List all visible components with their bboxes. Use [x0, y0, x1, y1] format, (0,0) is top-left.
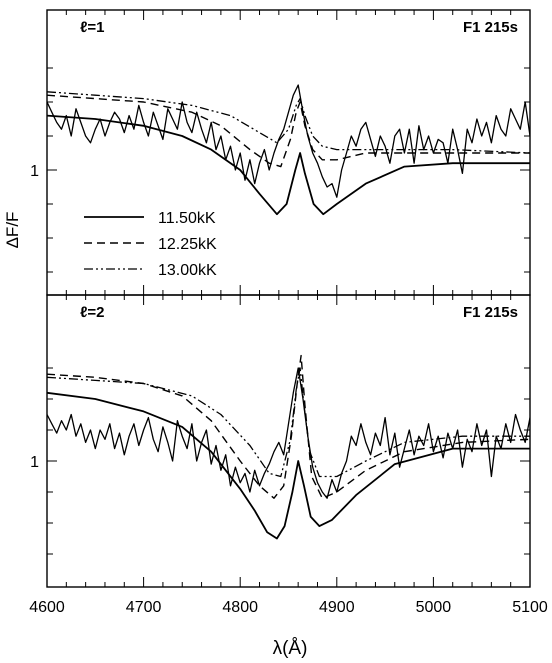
y-tick-label: 1 — [30, 163, 39, 180]
panel-mode-label: ℓ=1 — [80, 19, 104, 36]
legend-entry-label: 12.25kK — [158, 236, 217, 253]
x-tick-label: 4900 — [319, 599, 355, 616]
x-tick-label: 5100 — [512, 599, 548, 616]
x-tick-label: 4800 — [222, 599, 258, 616]
series-line-observed — [47, 367, 530, 499]
y-axis-label: ΔF/F — [3, 212, 22, 249]
x-tick-label: 5000 — [416, 599, 452, 616]
series-line-13-00kk — [47, 91, 530, 154]
x-axis-label: λ(Å) — [273, 638, 308, 659]
panel-1: 1 ℓ=1 F1 215s 11.50kK 12.25kK 13.00kK — [30, 9, 531, 296]
panel-field-label: F1 215s — [463, 304, 518, 321]
legend-entry-label: 11.50kK — [158, 210, 216, 227]
series-line-12-25kk — [47, 94, 530, 168]
x-tick-label: 4700 — [126, 599, 162, 616]
x-tick-label: 4600 — [29, 599, 65, 616]
panel-2: 1 ℓ=2 F1 215s 4600 4700 4800 4900 5000 5100 — [29, 294, 548, 616]
legend: 11.50kK 12.25kK 13.00kK — [84, 210, 217, 279]
series-group — [47, 84, 530, 216]
series-group — [47, 354, 530, 540]
panel-mode-label: ℓ=2 — [80, 304, 104, 321]
legend-entry-label: 13.00kK — [158, 262, 217, 279]
series-line-11-50kk — [47, 114, 530, 216]
panel-frame — [46, 294, 531, 588]
series-line-13-00kk — [47, 367, 530, 478]
series-line-11-50kk — [47, 391, 530, 540]
panel-field-label: F1 215s — [463, 19, 518, 36]
series-line-observed — [47, 84, 530, 198]
y-tick-label: 1 — [30, 454, 39, 471]
